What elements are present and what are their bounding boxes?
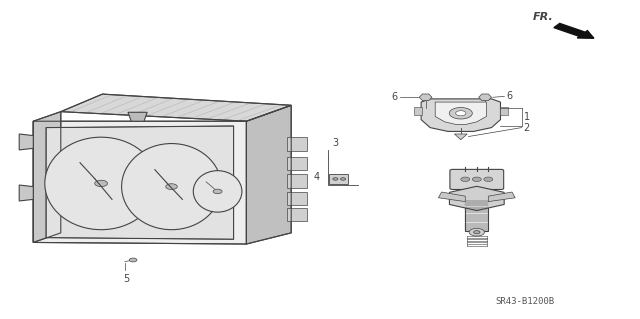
Text: 1: 1 — [524, 112, 530, 122]
FancyBboxPatch shape — [287, 137, 307, 151]
Polygon shape — [33, 121, 246, 244]
Polygon shape — [438, 192, 465, 202]
Circle shape — [456, 111, 466, 116]
Polygon shape — [421, 99, 500, 131]
Polygon shape — [488, 192, 515, 202]
Polygon shape — [454, 134, 467, 140]
Text: 4: 4 — [314, 172, 320, 182]
FancyBboxPatch shape — [414, 107, 422, 115]
Text: 3: 3 — [333, 138, 339, 148]
Circle shape — [340, 178, 346, 180]
Polygon shape — [61, 94, 291, 121]
Circle shape — [129, 258, 137, 262]
Polygon shape — [46, 126, 234, 239]
Circle shape — [213, 189, 222, 194]
Circle shape — [449, 108, 472, 119]
Polygon shape — [128, 112, 147, 121]
Ellipse shape — [122, 144, 221, 230]
Polygon shape — [435, 102, 486, 124]
Polygon shape — [419, 94, 432, 100]
Text: FR.: FR. — [533, 12, 554, 22]
Circle shape — [166, 184, 177, 189]
FancyBboxPatch shape — [500, 107, 508, 115]
Circle shape — [484, 177, 493, 182]
FancyBboxPatch shape — [287, 192, 307, 205]
Circle shape — [95, 180, 108, 187]
FancyBboxPatch shape — [287, 208, 307, 221]
Circle shape — [472, 177, 481, 182]
Text: 2: 2 — [524, 123, 530, 133]
FancyBboxPatch shape — [287, 174, 307, 188]
FancyBboxPatch shape — [287, 157, 307, 170]
Polygon shape — [19, 134, 33, 150]
Polygon shape — [465, 198, 488, 231]
Polygon shape — [479, 94, 492, 100]
Ellipse shape — [193, 171, 242, 212]
FancyArrow shape — [554, 23, 594, 38]
Circle shape — [461, 177, 470, 182]
Text: 6: 6 — [506, 91, 513, 101]
FancyBboxPatch shape — [450, 169, 504, 189]
Polygon shape — [33, 112, 61, 242]
Polygon shape — [449, 186, 504, 211]
Circle shape — [469, 228, 484, 236]
FancyBboxPatch shape — [329, 174, 348, 184]
Polygon shape — [19, 185, 33, 201]
Text: 6: 6 — [391, 92, 397, 102]
Circle shape — [333, 178, 338, 180]
Text: SR43-B1200B: SR43-B1200B — [495, 297, 554, 306]
Text: 5: 5 — [123, 274, 129, 284]
Circle shape — [474, 231, 480, 234]
Ellipse shape — [45, 137, 157, 230]
Polygon shape — [246, 105, 291, 244]
